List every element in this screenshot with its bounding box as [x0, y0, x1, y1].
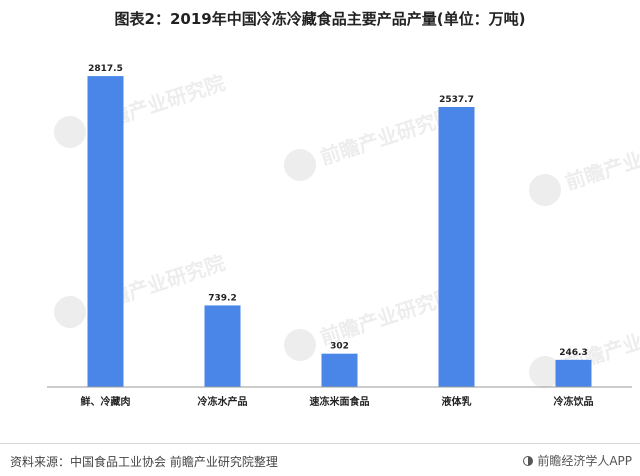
brand: 前瞻经济学人APP — [522, 452, 632, 469]
watermark-logo-icon — [529, 174, 561, 206]
footer: 资料来源：中国食品工业协会 前瞻产业研究院整理 前瞻经济学人APP — [0, 443, 640, 476]
bars-group — [87, 76, 592, 387]
watermark-5: 前瞻产业研究院 — [284, 284, 458, 361]
brand-logo-icon — [523, 455, 534, 466]
watermark-text: 前瞻产业研究院 — [562, 129, 640, 195]
watermark-logo-icon — [529, 356, 561, 388]
watermark-logo-icon — [54, 296, 86, 328]
category-label-1: 鲜、冷藏肉 — [81, 395, 131, 408]
category-label-4: 液体乳 — [442, 395, 472, 408]
category-label-5: 冷冻饮品 — [554, 395, 594, 408]
watermark-logo-icon — [54, 116, 86, 148]
watermark-4: 前瞻产业研究院 — [54, 251, 228, 328]
watermark-text: 前瞻产业研究院 — [317, 104, 458, 170]
labels-group: 2817.5 鲜、冷藏肉 739.2 冷冻水产品 302 速冻米面食品 2537.7 液体乳 2… — [81, 64, 594, 408]
brand-text: 前瞻经济学人APP — [537, 454, 632, 468]
watermark-3: 前瞻产业研究院 — [529, 129, 640, 206]
value-label-4: 2537.7 — [439, 95, 474, 105]
value-label-1: 2817.5 — [88, 64, 123, 74]
bar-1 — [87, 76, 124, 387]
bar-3 — [321, 353, 358, 387]
watermark-1: 前瞻产业研究院 — [54, 71, 228, 148]
watermark-logo-icon — [284, 329, 316, 361]
value-label-3: 302 — [330, 342, 349, 352]
category-label-3: 速冻米面食品 — [310, 395, 370, 408]
bar-2 — [204, 305, 241, 387]
chart-title: 图表2：2019年中国冷冻冷藏食品主要产品产量(单位：万吨) — [114, 10, 526, 28]
source-text: 资料来源：中国食品工业协会 前瞻产业研究院整理 — [10, 455, 278, 469]
value-label-2: 739.2 — [208, 293, 236, 303]
category-label-2: 冷冻水产品 — [198, 395, 248, 408]
watermark-2: 前瞻产业研究院 — [284, 104, 458, 181]
watermark-logo-icon — [284, 149, 316, 181]
bar-5 — [555, 359, 592, 387]
bar-4 — [438, 106, 475, 387]
watermark-text: 前瞻产业研究院 — [317, 284, 458, 350]
value-label-5: 246.3 — [559, 348, 587, 358]
